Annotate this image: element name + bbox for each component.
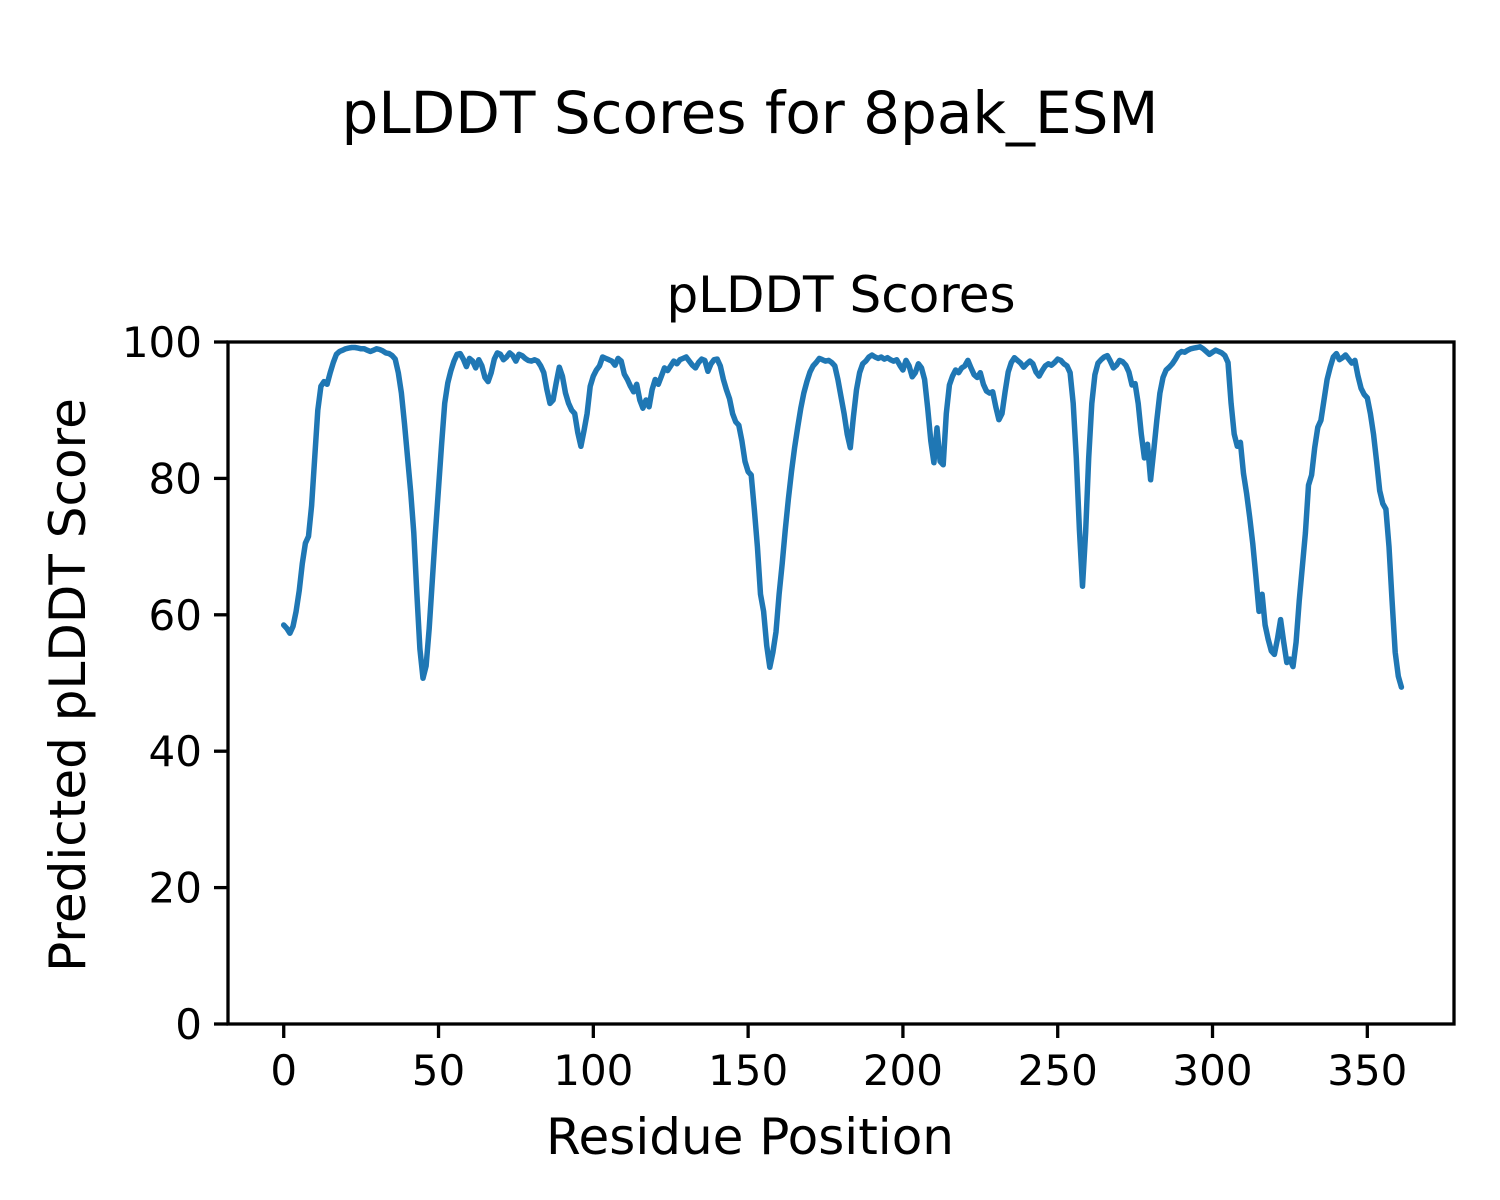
plddt-line: [280, 344, 1405, 690]
figure-title: pLDDT Scores for 8pak_ESM: [341, 79, 1159, 147]
y-tick-label: 80: [149, 454, 202, 503]
x-tick-label: 150: [708, 1046, 788, 1095]
plot-frame: [226, 340, 1456, 1026]
x-tick-label: 200: [863, 1046, 943, 1095]
y-tick-label: 100: [122, 318, 202, 367]
x-axis-label: Residue Position: [546, 1108, 954, 1166]
y-tick-label: 40: [149, 727, 202, 776]
y-tick-label: 20: [149, 864, 202, 913]
x-tick-label: 0: [270, 1046, 297, 1095]
x-tick-label: 50: [412, 1046, 465, 1095]
y-axis-label: Predicted pLDDT Score: [39, 398, 97, 972]
y-tick-label: 60: [149, 591, 202, 640]
x-tick-label: 250: [1018, 1046, 1098, 1095]
axes-title: pLDDT Scores: [666, 266, 1016, 324]
x-tick-label: 100: [553, 1046, 633, 1095]
y-tick-label: 0: [175, 1000, 202, 1049]
x-tick-label: 300: [1172, 1046, 1252, 1095]
x-tick-label: 350: [1327, 1046, 1407, 1095]
